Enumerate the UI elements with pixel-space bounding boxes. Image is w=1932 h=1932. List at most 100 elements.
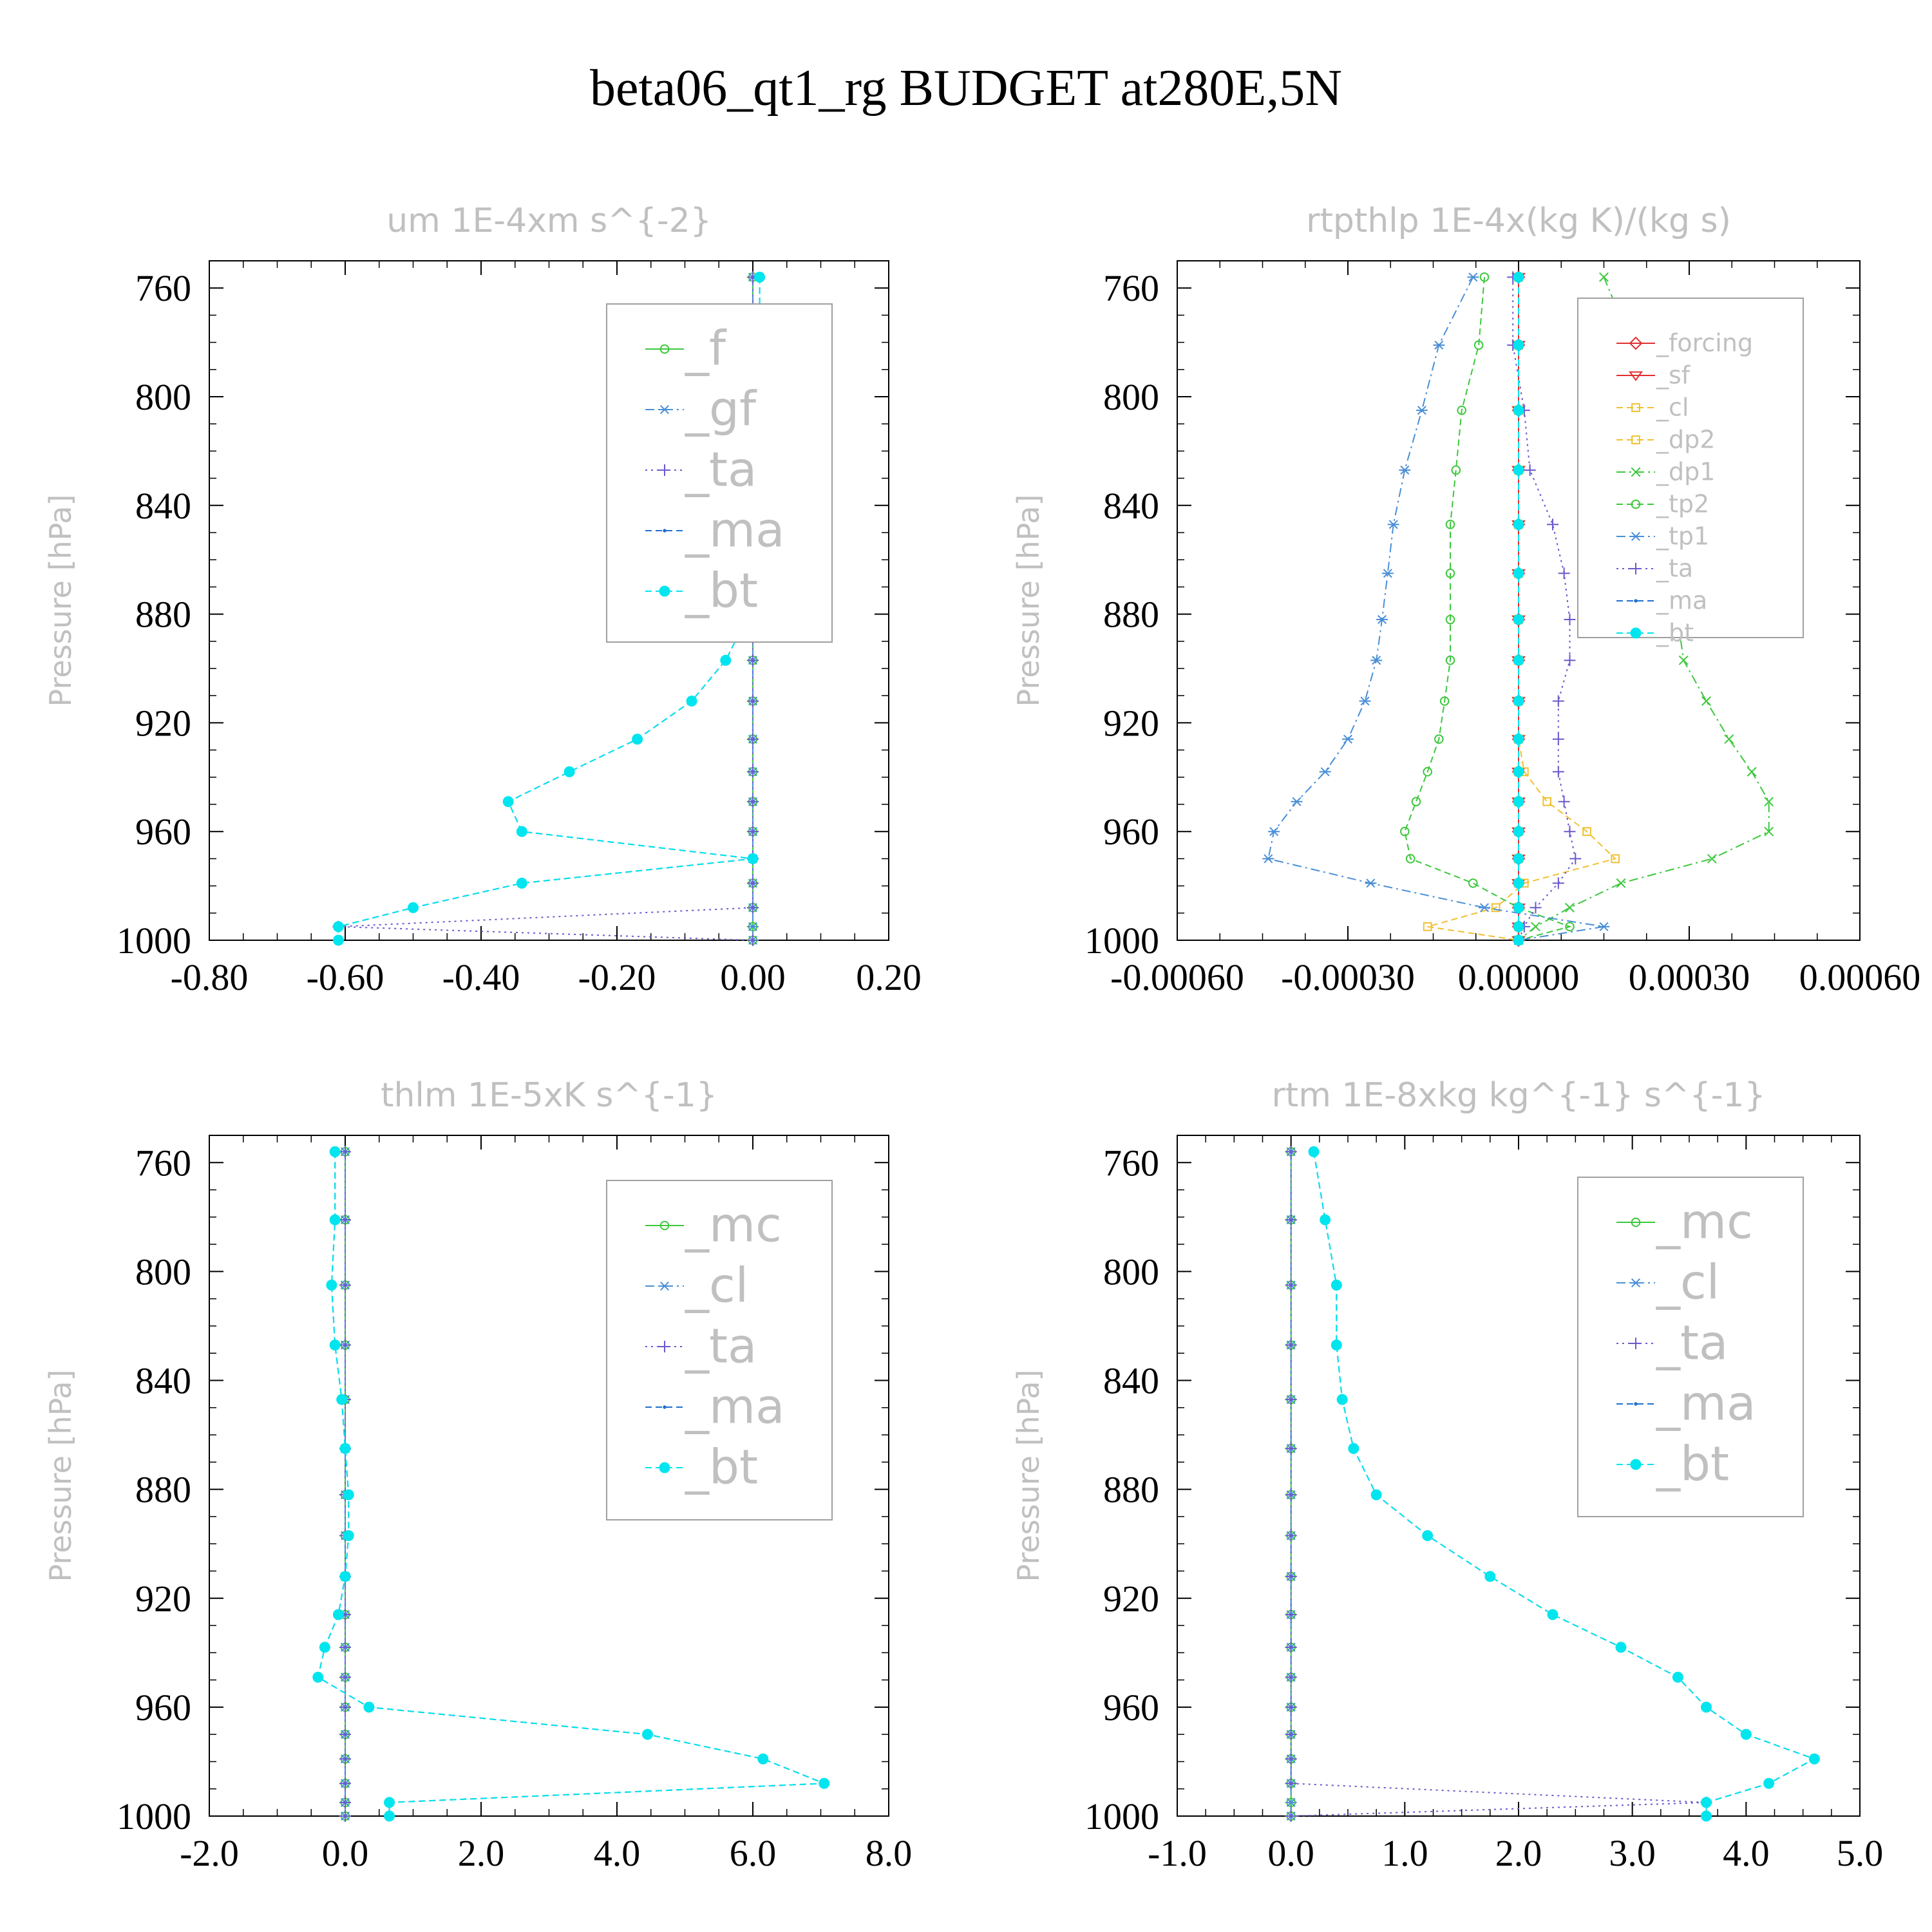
legend-marker (1631, 1217, 1641, 1227)
legend-entry: _bt (1616, 1436, 1729, 1492)
data-point (1423, 922, 1432, 931)
data-point (1285, 1214, 1297, 1226)
panel-title: rtpthlp 1E-4x(kg K)/(kg s) (1306, 202, 1731, 240)
x-tick-label: 2.0 (458, 1832, 505, 1874)
series-line (337, 277, 768, 940)
data-point (339, 1671, 351, 1683)
x-tick-label: -0.00060 (1110, 956, 1244, 998)
legend-marker (1631, 467, 1641, 477)
data-point (1445, 614, 1455, 625)
data-point (1598, 922, 1610, 931)
data-point (1285, 1146, 1297, 1158)
legend-entry: _forcing (1616, 329, 1753, 357)
x-tick-label: 0.00 (720, 956, 786, 998)
legend-marker (659, 404, 670, 415)
data-point (1387, 520, 1399, 529)
data-point (1268, 827, 1280, 837)
data-point (1285, 1671, 1297, 1683)
data-point (1399, 465, 1411, 475)
series-line (1404, 277, 1572, 941)
data-point (747, 902, 759, 914)
legend-entry: _ta (645, 442, 757, 497)
data-point (1473, 340, 1484, 350)
y-tick-label: 840 (1103, 485, 1159, 527)
legend-label: _ma (685, 502, 784, 558)
legend-entry: _cl (1616, 1255, 1719, 1310)
legend-label: _ma (1656, 1376, 1756, 1431)
legend-label: _sf (1656, 361, 1691, 390)
data-point (329, 1214, 341, 1226)
data-point (1513, 654, 1524, 666)
data-point (1433, 340, 1445, 350)
y-tick-label: 920 (135, 1578, 191, 1620)
panel-2: rtpthlp 1E-4x(kg K)/(kg s) Pressure [hPa]… (1011, 202, 1920, 998)
legend-label: _ma (1656, 587, 1707, 615)
data-point (1564, 826, 1576, 838)
data-point (1451, 465, 1461, 475)
data-point (1479, 903, 1490, 913)
data-point (1513, 766, 1524, 777)
y-tick-label: 1000 (1084, 920, 1159, 961)
data-point (1701, 1810, 1712, 1822)
data-point (1582, 827, 1591, 837)
x-tick-label: 0.0 (1267, 1832, 1314, 1874)
main-title: beta06_qt1_rg BUDGET at280E,5N (589, 60, 1342, 117)
data-point (1439, 696, 1450, 706)
legend-marker (1634, 599, 1638, 603)
data-point (1513, 518, 1524, 530)
legend-marker (1630, 1338, 1642, 1349)
data-point (1513, 464, 1524, 476)
x-tick-label: 0.00000 (1458, 956, 1580, 998)
data-point (1547, 1609, 1558, 1620)
data-point (1479, 272, 1490, 282)
data-point (1285, 1728, 1297, 1741)
y-tick-label: 880 (1103, 594, 1159, 636)
data-point (339, 1810, 351, 1822)
data-point (1405, 854, 1416, 864)
x-tick-label: 5.0 (1837, 1832, 1884, 1874)
y-tick-label: 1000 (1084, 1795, 1159, 1837)
data-point (1491, 903, 1501, 913)
legend-entry: _ta (1616, 554, 1693, 583)
data-point (384, 1797, 395, 1808)
data-point (339, 1701, 351, 1713)
data-point (1611, 854, 1620, 864)
legend-marker (1630, 627, 1642, 639)
x-tick-label: 4.0 (1723, 1832, 1770, 1874)
data-point (1370, 656, 1383, 665)
data-point (339, 1339, 351, 1351)
legend-label: _bt (1656, 619, 1694, 647)
data-point (1285, 1339, 1297, 1351)
data-point (1370, 1489, 1382, 1501)
legend: _mc _cl_ta _ma_bt (1577, 1177, 1804, 1517)
data-point (1423, 767, 1432, 777)
data-point (1672, 1671, 1683, 1683)
data-point (1445, 520, 1455, 529)
data-point (1342, 734, 1354, 744)
legend-label: _mc (685, 1197, 782, 1253)
x-tick-label: -1.0 (1148, 1832, 1207, 1874)
legend-entry: _bt (1616, 619, 1694, 647)
legend-entry: _cl (645, 1258, 748, 1313)
legend-entry: _ta (645, 1318, 757, 1374)
x-tick-label: 1.0 (1381, 1832, 1428, 1874)
x-tick-label: -0.60 (307, 956, 384, 998)
y-tick-label: 840 (135, 1360, 191, 1402)
data-point (1513, 934, 1524, 946)
y-tick-label: 960 (1103, 811, 1159, 853)
data-point (1558, 795, 1570, 808)
legend-entry: _dp1 (1616, 458, 1715, 486)
data-point (1552, 877, 1564, 889)
data-point (1320, 1214, 1331, 1226)
data-point (329, 1340, 341, 1351)
data-point (1285, 1530, 1297, 1542)
data-point (747, 733, 759, 745)
data-point (747, 826, 759, 838)
data-point (1764, 826, 1774, 837)
data-point (1565, 922, 1575, 932)
data-point (339, 1571, 351, 1582)
legend-entry: _ma (645, 1379, 784, 1434)
data-point (1445, 569, 1455, 578)
data-point (1285, 1394, 1297, 1406)
legend-marker (659, 1220, 670, 1231)
